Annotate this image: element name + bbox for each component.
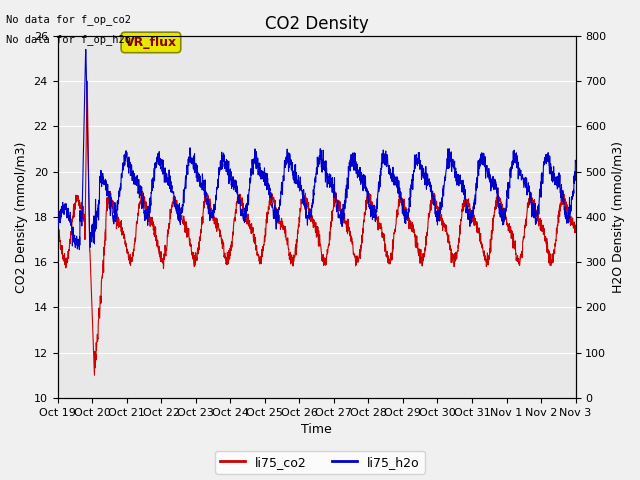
Title: CO2 Density: CO2 Density [265,15,369,33]
Text: No data for f_op_h2o: No data for f_op_h2o [6,34,131,45]
X-axis label: Time: Time [301,423,332,436]
Legend: li75_co2, li75_h2o: li75_co2, li75_h2o [215,451,425,474]
Text: VR_flux: VR_flux [125,36,177,49]
Y-axis label: CO2 Density (mmol/m3): CO2 Density (mmol/m3) [15,141,28,293]
Y-axis label: H2O Density (mmol/m3): H2O Density (mmol/m3) [612,141,625,293]
Text: No data for f_op_co2: No data for f_op_co2 [6,14,131,25]
